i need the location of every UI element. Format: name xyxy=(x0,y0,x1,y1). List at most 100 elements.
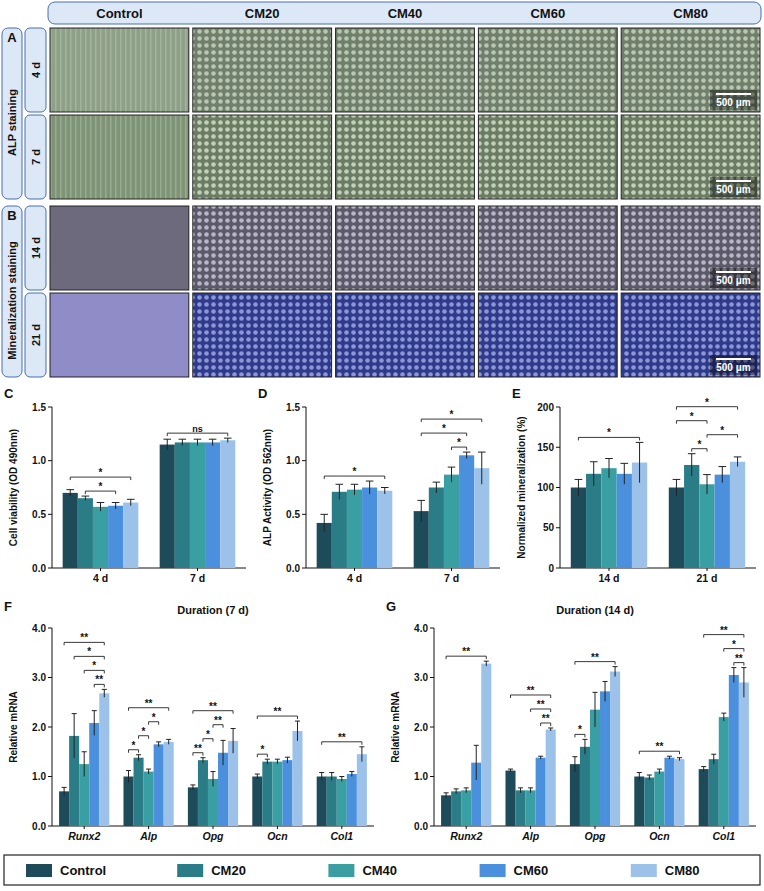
error-bar-cap xyxy=(703,474,711,475)
error-bar-cap xyxy=(575,479,583,480)
error-bar-stem xyxy=(743,668,744,698)
y-tick-label: 2.0 xyxy=(32,722,46,733)
error-bar-cap xyxy=(66,489,74,490)
y-tick-label: 1.5 xyxy=(32,402,46,413)
error-bar-stem xyxy=(70,490,71,496)
bar xyxy=(228,741,238,826)
legend-label: CM20 xyxy=(211,863,246,878)
error-bar xyxy=(688,454,696,477)
column-header: CM60 xyxy=(530,6,565,21)
significance-label: * xyxy=(697,439,701,450)
bars xyxy=(59,689,367,826)
significance-label: * xyxy=(92,660,96,671)
x-tick-label: Opg xyxy=(203,830,225,842)
bar xyxy=(190,442,205,568)
error-bar-cap xyxy=(62,787,67,788)
error-bar-stem xyxy=(115,503,116,509)
error-bar xyxy=(636,442,644,482)
bar xyxy=(160,445,175,568)
micrograph xyxy=(336,115,475,199)
significance-bracket: * xyxy=(421,409,482,422)
row-label: 14 d xyxy=(30,237,42,259)
row-tab xyxy=(25,293,46,377)
error-bar xyxy=(146,769,151,774)
bars xyxy=(441,661,749,826)
error-bar-cap xyxy=(163,439,171,440)
error-bar xyxy=(319,773,324,781)
error-bar-cap xyxy=(417,500,425,501)
error-bar xyxy=(508,769,513,772)
significance-label: ** xyxy=(214,715,222,726)
micrograph xyxy=(193,293,332,377)
error-bar-stem xyxy=(446,793,447,798)
bar xyxy=(709,759,719,826)
error-bar-stem xyxy=(104,689,105,697)
y-tick-label: 3.0 xyxy=(414,672,428,683)
significance-bracket: ** xyxy=(94,674,104,687)
error-bar xyxy=(701,767,706,772)
x-tick-label: Col1 xyxy=(712,830,735,842)
error-bar-cap xyxy=(474,745,479,746)
y-tick xyxy=(48,727,52,728)
error-bar-cap xyxy=(677,757,682,758)
x-tick-label: Col1 xyxy=(330,830,353,842)
scale-bar xyxy=(716,358,751,360)
bar xyxy=(198,760,208,826)
error-bar-cap xyxy=(528,787,533,788)
y-axis-title: Relative mRNA xyxy=(390,691,401,763)
error-bar-stem xyxy=(578,479,579,495)
legend-swatch xyxy=(328,864,354,877)
scale-bar-patch xyxy=(710,90,757,110)
y-tick xyxy=(556,407,560,408)
error-bar-cap xyxy=(463,452,471,453)
error-bar-cap xyxy=(484,661,489,662)
error-bar-stem xyxy=(227,438,228,442)
x-tick xyxy=(354,568,355,571)
legend-label: CM40 xyxy=(362,863,397,878)
significance-bracket: * xyxy=(257,744,267,757)
x-tick xyxy=(530,826,531,829)
x-tick-label: 14 d xyxy=(598,572,619,584)
bars xyxy=(63,438,236,568)
error-bar-cap xyxy=(97,502,105,503)
error-bar xyxy=(613,667,618,677)
error-bar-stem xyxy=(257,774,258,779)
error-bar-cap xyxy=(200,757,205,758)
y-tick xyxy=(556,447,560,448)
error-bar-cap xyxy=(349,771,354,772)
bar xyxy=(699,769,709,826)
error-bar-stem xyxy=(324,514,325,531)
error-bar xyxy=(102,689,107,697)
error-bar-stem xyxy=(100,503,101,512)
error-bar xyxy=(381,488,389,494)
y-axis-title: Relative mRNA xyxy=(8,691,19,763)
panel-label: ALP staining xyxy=(6,89,18,156)
error-bar-stem xyxy=(486,661,487,666)
y-tick xyxy=(48,407,52,408)
chart-panel: FDuration (7 d)Relative mRNA0.01.02.03.0… xyxy=(4,599,374,842)
significance-bracket: * xyxy=(452,437,467,450)
scale-bar xyxy=(716,180,751,182)
error-bar-cap xyxy=(518,787,523,788)
significance-label: * xyxy=(442,423,446,434)
scale-bar-label: 500 μm xyxy=(716,97,751,108)
error-bar-stem xyxy=(421,500,422,521)
micrograph xyxy=(478,115,617,199)
y-tick xyxy=(302,568,306,569)
scale-bar xyxy=(716,271,751,273)
bar xyxy=(317,777,327,827)
significance-bracket: ** xyxy=(322,732,362,745)
error-bar-stem xyxy=(436,482,437,493)
y-tick-label: 0.5 xyxy=(32,509,46,520)
micrograph xyxy=(478,28,617,112)
error-bar xyxy=(166,739,171,744)
error-bar-stem xyxy=(737,457,738,467)
error-bar-cap xyxy=(329,772,334,773)
bar xyxy=(441,795,451,826)
micrograph xyxy=(336,28,475,112)
bar xyxy=(347,774,357,826)
error-bar xyxy=(339,777,344,782)
y-tick xyxy=(430,776,434,777)
bar xyxy=(205,442,220,568)
bar xyxy=(601,468,616,568)
